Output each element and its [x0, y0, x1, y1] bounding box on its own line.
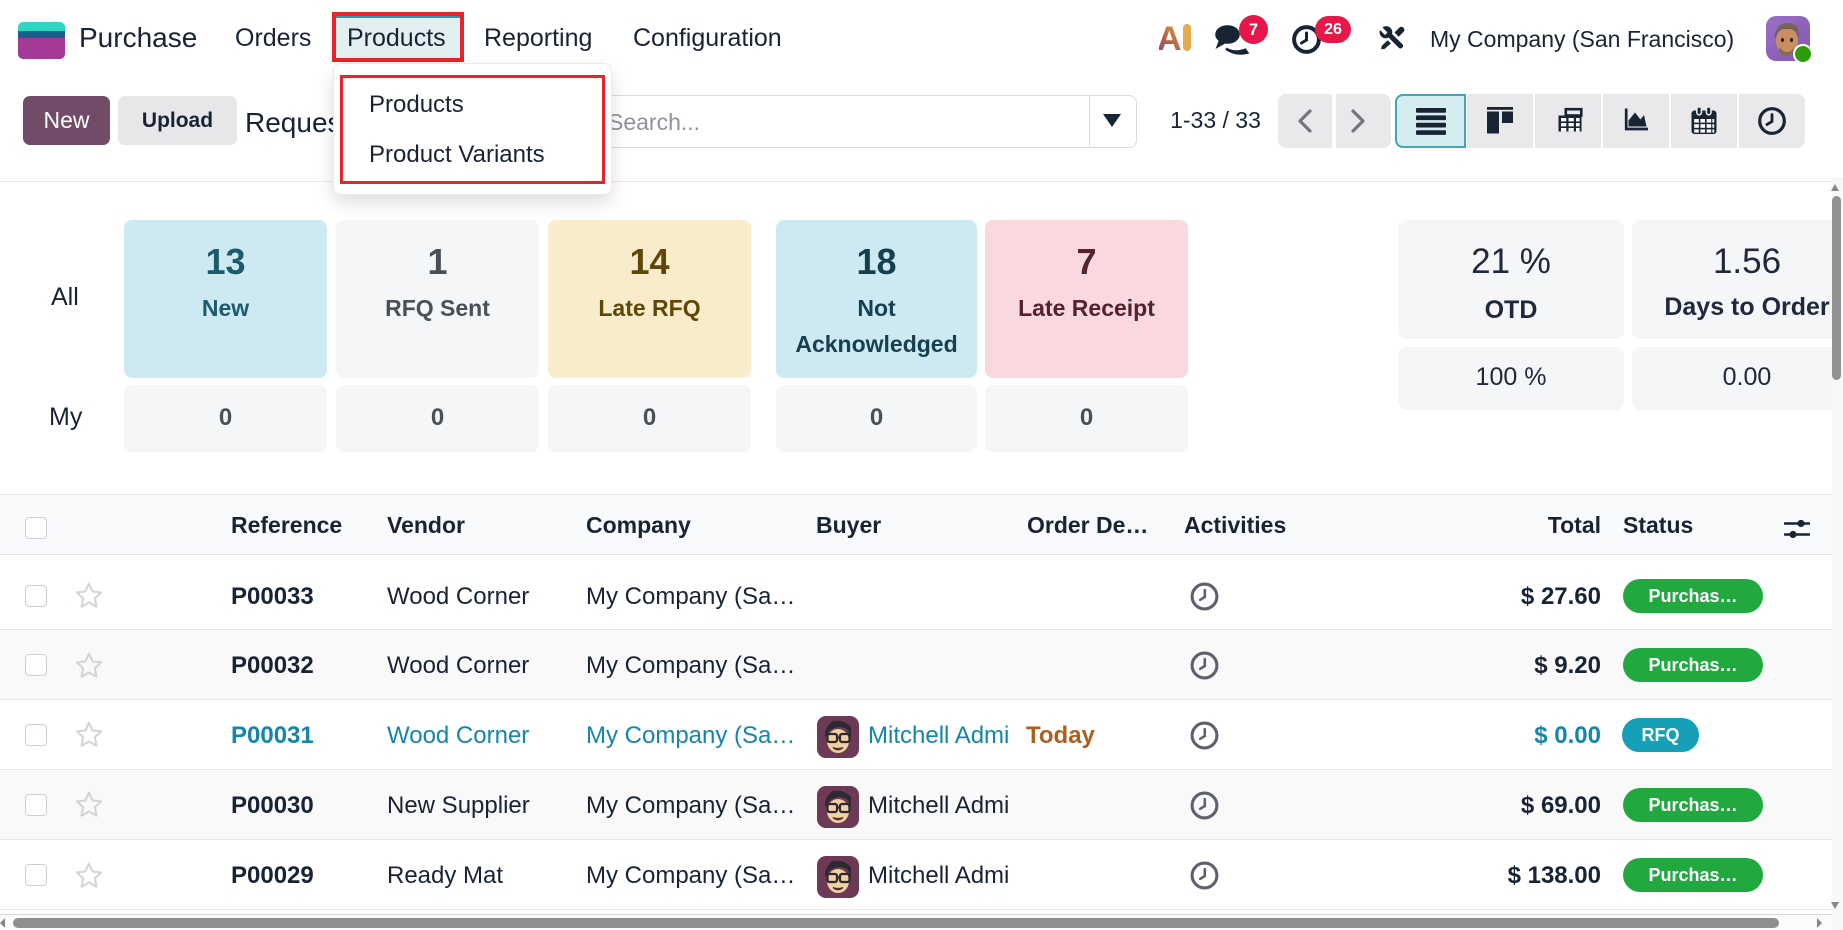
svg-text:A: A: [1159, 23, 1182, 53]
